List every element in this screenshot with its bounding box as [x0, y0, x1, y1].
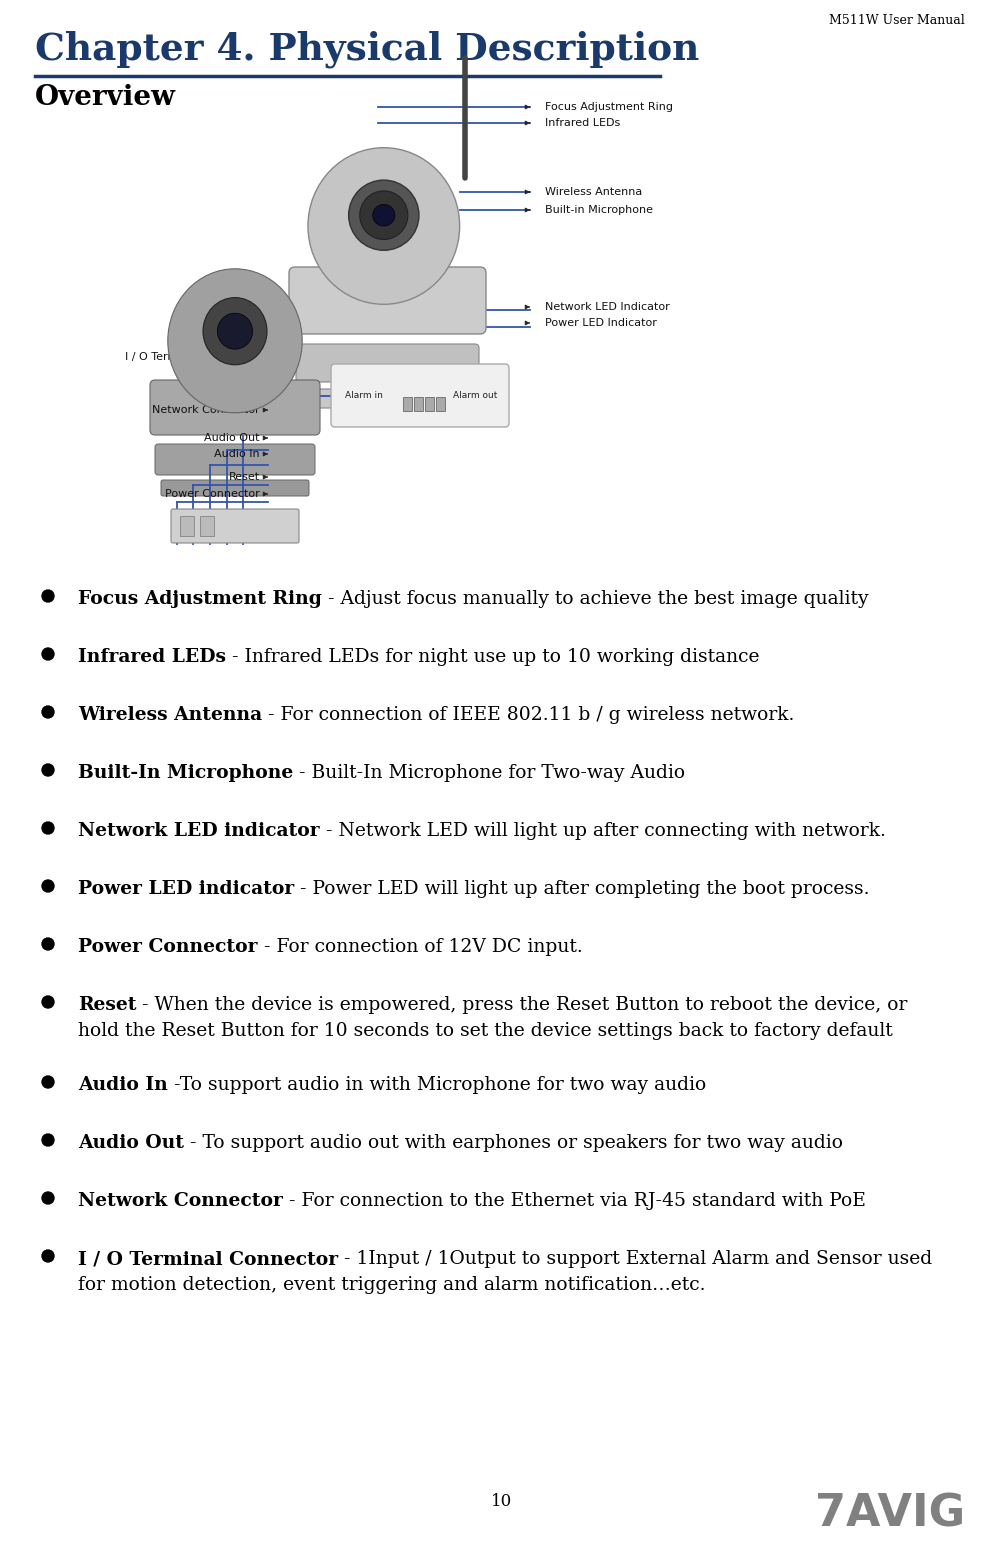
Text: Network LED indicator: Network LED indicator: [78, 821, 320, 840]
Text: - Adjust focus manually to achieve the best image quality: - Adjust focus manually to achieve the b…: [322, 590, 868, 608]
Text: Power Connector: Power Connector: [165, 489, 260, 499]
Circle shape: [42, 880, 54, 892]
Bar: [425, 397, 434, 411]
Text: Power LED Indicator: Power LED Indicator: [544, 318, 656, 327]
Circle shape: [42, 996, 54, 1008]
FancyBboxPatch shape: [155, 445, 315, 476]
Text: Network Connector: Network Connector: [78, 1192, 283, 1210]
Text: - For connection of 12V DC input.: - For connection of 12V DC input.: [258, 939, 582, 956]
Bar: [179, 516, 193, 536]
Circle shape: [42, 648, 54, 659]
Text: - Infrared LEDs for night use up to 10 working distance: - Infrared LEDs for night use up to 10 w…: [225, 648, 759, 665]
Circle shape: [42, 1076, 54, 1089]
Bar: [436, 397, 445, 411]
Text: Infrared LEDs: Infrared LEDs: [544, 117, 619, 128]
FancyBboxPatch shape: [150, 380, 320, 435]
Text: Network LED Indicator: Network LED Indicator: [544, 303, 669, 312]
Text: Focus Adjustment Ring: Focus Adjustment Ring: [544, 102, 672, 113]
Text: Wireless Antenna: Wireless Antenna: [78, 706, 262, 724]
Circle shape: [42, 1192, 54, 1204]
Text: - For connection of IEEE 802.11 b / g wireless network.: - For connection of IEEE 802.11 b / g wi…: [262, 706, 794, 724]
Text: - 1Input / 1Output to support External Alarm and Sensor used: - 1Input / 1Output to support External A…: [338, 1251, 931, 1268]
Text: Alarm out: Alarm out: [452, 391, 497, 400]
Ellipse shape: [360, 191, 408, 239]
Ellipse shape: [217, 313, 253, 349]
Circle shape: [42, 939, 54, 950]
Text: 7AVIG: 7AVIG: [814, 1493, 964, 1535]
FancyBboxPatch shape: [161, 480, 309, 496]
Ellipse shape: [308, 148, 459, 304]
Text: Power Connector: Power Connector: [78, 939, 258, 956]
Text: Built-in Microphone: Built-in Microphone: [544, 205, 652, 215]
Text: hold the Reset Button for 10 seconds to set the device settings back to factory : hold the Reset Button for 10 seconds to …: [78, 1022, 892, 1041]
Circle shape: [42, 1251, 54, 1261]
Text: - Network LED will light up after connecting with network.: - Network LED will light up after connec…: [320, 821, 885, 840]
Bar: [414, 397, 423, 411]
Text: Reset: Reset: [228, 472, 260, 482]
Bar: [403, 397, 412, 411]
Bar: [199, 516, 213, 536]
FancyBboxPatch shape: [170, 510, 299, 543]
FancyBboxPatch shape: [296, 344, 479, 381]
Text: - To support audio out with earphones or speakers for two way audio: - To support audio out with earphones or…: [183, 1133, 842, 1152]
Text: M511W User Manual: M511W User Manual: [829, 14, 964, 26]
Text: for motion detection, event triggering and alarm notification…etc.: for motion detection, event triggering a…: [78, 1275, 704, 1294]
Circle shape: [42, 1133, 54, 1146]
Text: - When the device is empowered, press the Reset Button to reboot the device, or: - When the device is empowered, press th…: [136, 996, 907, 1014]
Circle shape: [42, 590, 54, 602]
Text: Network Connector: Network Connector: [152, 405, 260, 415]
Text: Overview: Overview: [35, 83, 175, 111]
Text: I / O Terminal Connector: I / O Terminal Connector: [78, 1251, 338, 1268]
Ellipse shape: [167, 269, 302, 412]
Text: Audio In: Audio In: [78, 1076, 167, 1095]
FancyBboxPatch shape: [331, 364, 508, 428]
Text: -To support audio in with Microphone for two way audio: -To support audio in with Microphone for…: [167, 1076, 705, 1095]
Ellipse shape: [202, 298, 267, 364]
Text: Built-In Microphone: Built-In Microphone: [78, 764, 293, 781]
Circle shape: [42, 821, 54, 834]
Text: Power LED indicator: Power LED indicator: [78, 880, 294, 899]
Text: Alarm in: Alarm in: [345, 391, 383, 400]
Text: - Power LED will light up after completing the boot process.: - Power LED will light up after completi…: [294, 880, 869, 899]
Text: Infrared LEDs: Infrared LEDs: [78, 648, 225, 665]
Text: - For connection to the Ethernet via RJ-45 standard with PoE: - For connection to the Ethernet via RJ-…: [283, 1192, 865, 1210]
Text: Chapter 4. Physical Description: Chapter 4. Physical Description: [35, 29, 698, 68]
Circle shape: [42, 706, 54, 718]
FancyBboxPatch shape: [289, 267, 486, 334]
Ellipse shape: [373, 204, 395, 225]
Text: Reset: Reset: [78, 996, 136, 1014]
Text: 10: 10: [490, 1493, 512, 1510]
Ellipse shape: [349, 181, 419, 250]
Text: Wireless Antenna: Wireless Antenna: [544, 187, 641, 198]
Text: Audio Out: Audio Out: [78, 1133, 183, 1152]
Text: Focus Adjustment Ring: Focus Adjustment Ring: [78, 590, 322, 608]
Circle shape: [42, 764, 54, 777]
FancyBboxPatch shape: [303, 389, 472, 408]
Text: Audio Out: Audio Out: [204, 432, 260, 443]
Text: I / O Terminal Connector: I / O Terminal Connector: [125, 352, 260, 361]
Text: - Built-In Microphone for Two-way Audio: - Built-In Microphone for Two-way Audio: [293, 764, 684, 781]
Text: Audio In: Audio In: [214, 449, 260, 459]
